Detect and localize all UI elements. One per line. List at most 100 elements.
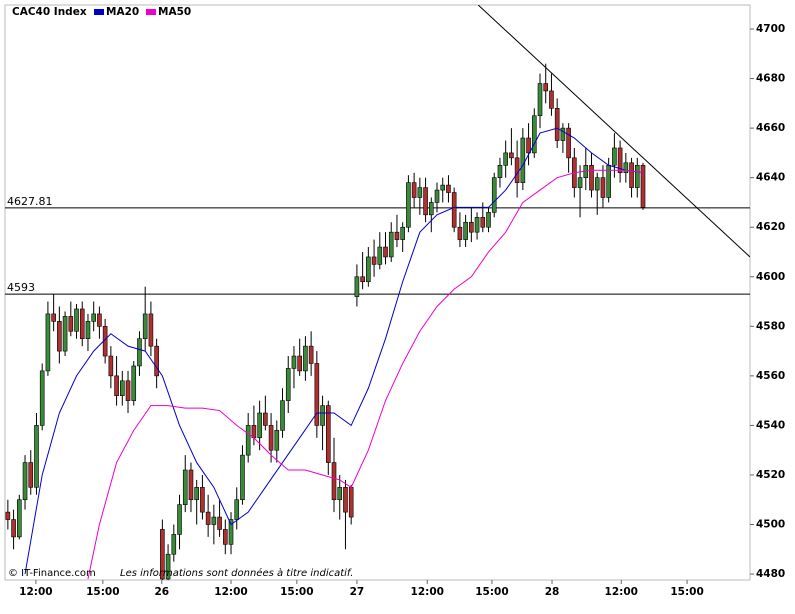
x-tick-label: 15:00 xyxy=(86,586,119,598)
candle-body xyxy=(200,487,205,513)
candle-body xyxy=(45,313,51,372)
candle-body xyxy=(62,316,68,352)
candle-body xyxy=(5,511,11,520)
candle-body xyxy=(194,487,199,501)
candle-body xyxy=(457,226,463,240)
candle-body xyxy=(348,487,354,518)
y-tick-label: 4600 xyxy=(756,271,785,283)
candle-body xyxy=(74,308,79,332)
y-tick-label: 4640 xyxy=(756,172,785,184)
legend-label: MA50 xyxy=(158,6,191,18)
candle-body xyxy=(589,164,594,191)
candle-body xyxy=(526,137,531,154)
candle-body xyxy=(182,469,188,505)
y-tick-label: 4700 xyxy=(756,23,785,35)
candle-body xyxy=(440,184,446,191)
candle-body xyxy=(68,316,74,332)
candle-body xyxy=(537,83,543,117)
candle-body xyxy=(120,380,125,396)
candle-body xyxy=(17,499,22,538)
candle-body xyxy=(188,469,194,501)
candle-body xyxy=(520,137,526,183)
candle-body xyxy=(509,152,514,159)
y-tick-label: 4660 xyxy=(756,122,785,134)
candle-body xyxy=(263,412,268,426)
candle-body xyxy=(623,162,629,174)
y-tick-label: 4620 xyxy=(756,221,785,233)
y-tick-label: 4520 xyxy=(756,469,785,481)
candle-body xyxy=(297,355,302,372)
candle-body xyxy=(428,202,434,216)
candle-body xyxy=(360,276,365,283)
y-tick-label: 4560 xyxy=(756,370,785,382)
legend-label: MA20 xyxy=(106,6,139,18)
x-tick-label: 12:00 xyxy=(411,586,444,598)
candle-body xyxy=(131,365,137,401)
candle-body xyxy=(577,177,583,188)
candle-body xyxy=(497,164,503,178)
candle-body xyxy=(371,256,377,265)
candle-body xyxy=(383,246,388,258)
trend-line xyxy=(477,5,750,258)
candle-body xyxy=(280,400,285,431)
candle-body xyxy=(79,308,85,340)
footer-text: © IT-Finance.com xyxy=(8,568,96,579)
candle-body xyxy=(222,529,228,545)
candle-body xyxy=(285,368,291,401)
ma-line xyxy=(87,169,644,580)
candle-body xyxy=(560,127,566,141)
candle-body xyxy=(423,187,428,216)
candle-body xyxy=(91,313,96,322)
candle-body xyxy=(446,184,451,193)
candle-body xyxy=(245,425,251,456)
candle-body xyxy=(85,321,91,340)
plot xyxy=(5,5,750,580)
candle-body xyxy=(640,164,646,208)
legend-label: CAC40 Index xyxy=(12,6,87,18)
candle-body xyxy=(543,83,549,92)
candle-body xyxy=(177,504,182,535)
candle-body xyxy=(600,177,606,198)
candle-body xyxy=(22,462,28,501)
candle-body xyxy=(629,162,634,188)
candle-body xyxy=(411,182,417,198)
candle-body xyxy=(417,187,423,198)
footer-text: Les informations sont données à titre in… xyxy=(120,567,353,579)
candle-body xyxy=(165,553,171,580)
candle-body xyxy=(434,189,440,203)
legend-swatch xyxy=(94,9,104,15)
y-tick-label: 4580 xyxy=(756,320,785,332)
candle-body xyxy=(354,276,360,297)
candle-body xyxy=(486,212,491,228)
candle-body xyxy=(491,177,497,213)
candle-body xyxy=(400,226,405,240)
candle-body xyxy=(314,363,320,426)
candle-body xyxy=(125,380,131,401)
candle-body xyxy=(394,231,400,240)
y-tick-label: 4480 xyxy=(756,568,785,580)
candle-body xyxy=(514,157,520,183)
candle-body xyxy=(234,499,240,520)
candle-body xyxy=(566,127,571,159)
legend-swatch xyxy=(146,9,156,15)
candle-body xyxy=(28,462,34,488)
x-tick-label: 27 xyxy=(350,586,365,598)
candle-body xyxy=(137,338,142,367)
candle-body xyxy=(320,405,325,426)
candle-body xyxy=(257,412,262,439)
candle-body xyxy=(171,534,177,555)
candle-body xyxy=(240,454,245,501)
candle-body xyxy=(114,375,119,396)
candle-body xyxy=(303,345,308,372)
candle-body xyxy=(154,345,159,377)
candle-body xyxy=(51,313,56,322)
x-tick-label: 26 xyxy=(154,586,169,598)
x-tick-label: 15:00 xyxy=(280,586,313,598)
candle-body xyxy=(617,147,623,174)
candle-body xyxy=(251,425,257,439)
candle-body xyxy=(612,147,617,166)
ma-line xyxy=(24,127,644,575)
candle-body xyxy=(274,430,280,451)
candle-body xyxy=(594,177,600,191)
y-tick-label: 4680 xyxy=(756,73,785,85)
